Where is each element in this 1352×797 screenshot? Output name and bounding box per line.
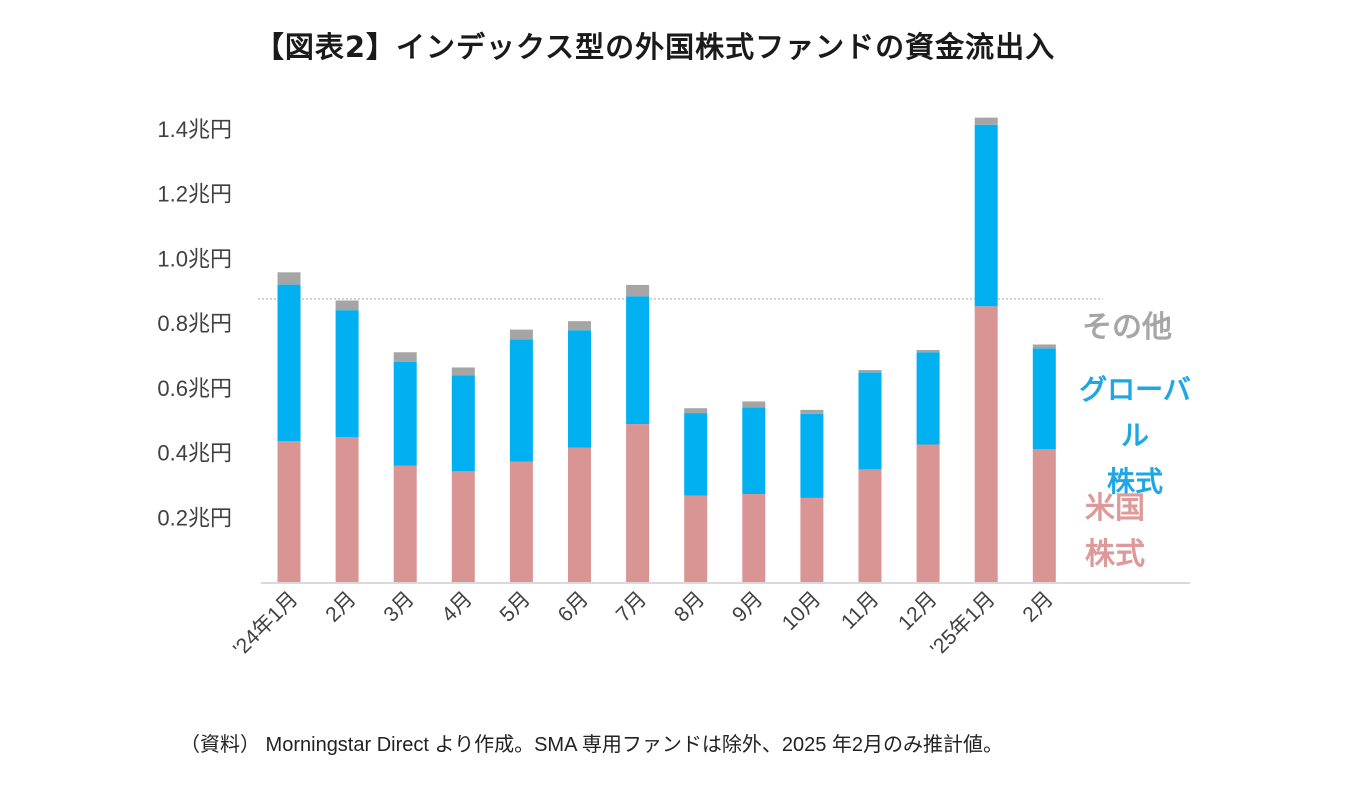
bar-us	[277, 441, 301, 582]
bar-global	[684, 413, 708, 496]
bar-other	[858, 370, 882, 373]
bar-us	[800, 497, 824, 582]
bar-global	[277, 284, 301, 442]
bar-global	[568, 330, 591, 448]
x-tick-label: 8月	[670, 587, 709, 626]
bar-global	[626, 296, 650, 425]
x-tick-label: 11月	[837, 587, 884, 634]
bar-global	[509, 339, 533, 462]
x-tick-label: '24年1月	[229, 587, 303, 661]
bar-us	[335, 437, 359, 582]
legend-us-label-line2: 株式	[1085, 537, 1145, 572]
y-tick-label: 1.0兆円	[157, 246, 232, 271]
y-tick-label: 1.4兆円	[157, 117, 232, 142]
bar-global	[1032, 348, 1056, 450]
bar-us	[509, 461, 533, 582]
bar-us	[916, 444, 940, 582]
x-tick-label: 2月	[321, 587, 360, 626]
y-tick-label: 1.2兆円	[157, 182, 232, 207]
legend-us-label-line1: 米国	[1085, 491, 1145, 526]
chart-title: 【図表2】インデックス型の外国株式ファンドの資金流出入	[254, 30, 1056, 64]
legend-global: グローバル 株式	[1070, 367, 1200, 505]
x-tick-label: 6月	[554, 587, 593, 626]
y-tick-label: 0.8兆円	[157, 311, 232, 336]
bar-global	[451, 375, 475, 472]
bar-global	[858, 372, 882, 470]
bar-us	[568, 447, 591, 582]
x-tick-label: 7月	[612, 587, 651, 626]
bar-other	[684, 408, 708, 414]
bar-us	[1032, 449, 1056, 582]
legend-global-label-line2: 株式	[1106, 465, 1163, 498]
bar-other	[800, 409, 824, 414]
bar-global	[335, 310, 359, 438]
x-tick-label: 2月	[1018, 587, 1057, 626]
x-tick-label: '25年1月	[926, 587, 1000, 661]
bar-us	[974, 306, 998, 582]
x-tick-label: 9月	[728, 587, 767, 626]
x-tick-label: 12月	[894, 587, 942, 635]
y-tick-label: 0.4兆円	[157, 441, 232, 466]
bar-other	[393, 352, 417, 362]
bar-other	[509, 329, 533, 340]
bar-global	[916, 352, 940, 445]
bar-us	[451, 471, 475, 582]
bar-other	[277, 272, 301, 285]
bar-us	[626, 424, 650, 582]
bar-other	[916, 349, 940, 353]
bar-other	[742, 401, 766, 408]
x-tick-label: 3月	[379, 587, 418, 626]
bar-other	[626, 284, 650, 297]
x-tick-label: 4月	[437, 587, 476, 626]
x-tick-label: 5月	[496, 587, 535, 626]
x-tick-label: 10月	[778, 587, 826, 635]
bar-other	[974, 117, 998, 125]
legend-other: その他	[1072, 305, 1182, 351]
bar-us	[742, 493, 766, 582]
legend-global-label-line1: グローバル	[1079, 373, 1191, 452]
bar-global	[974, 124, 998, 307]
bar-us	[684, 495, 708, 582]
bar-global	[800, 413, 824, 498]
legend-us: 米国 株式	[1080, 486, 1150, 578]
y-axis: 0.2兆円 0.4兆円 0.6兆円 0.8兆円 1.0兆円 1.2兆円 1.4兆円	[157, 117, 232, 530]
legend-other-label: その他	[1082, 310, 1172, 345]
bar-us	[858, 469, 882, 582]
y-tick-label: 0.6兆円	[157, 376, 232, 401]
bar-other	[568, 321, 591, 331]
bar-other	[335, 300, 359, 311]
bar-us	[393, 465, 417, 582]
bar-global	[742, 407, 766, 494]
x-axis-labels: '24年1月 2月 3月 4月 5月 6月 7月 8月 9月 10月 11月 12月'25年1月 2月	[229, 587, 1058, 661]
bar-other	[451, 367, 475, 376]
source-note: （資料） Morningstar Direct より作成。SMA 専用ファンドは…	[180, 734, 1004, 756]
y-tick-label: 0.2兆円	[157, 505, 232, 530]
bar-other	[1032, 344, 1056, 349]
bar-global	[393, 361, 417, 466]
bar-series	[277, 117, 1056, 582]
